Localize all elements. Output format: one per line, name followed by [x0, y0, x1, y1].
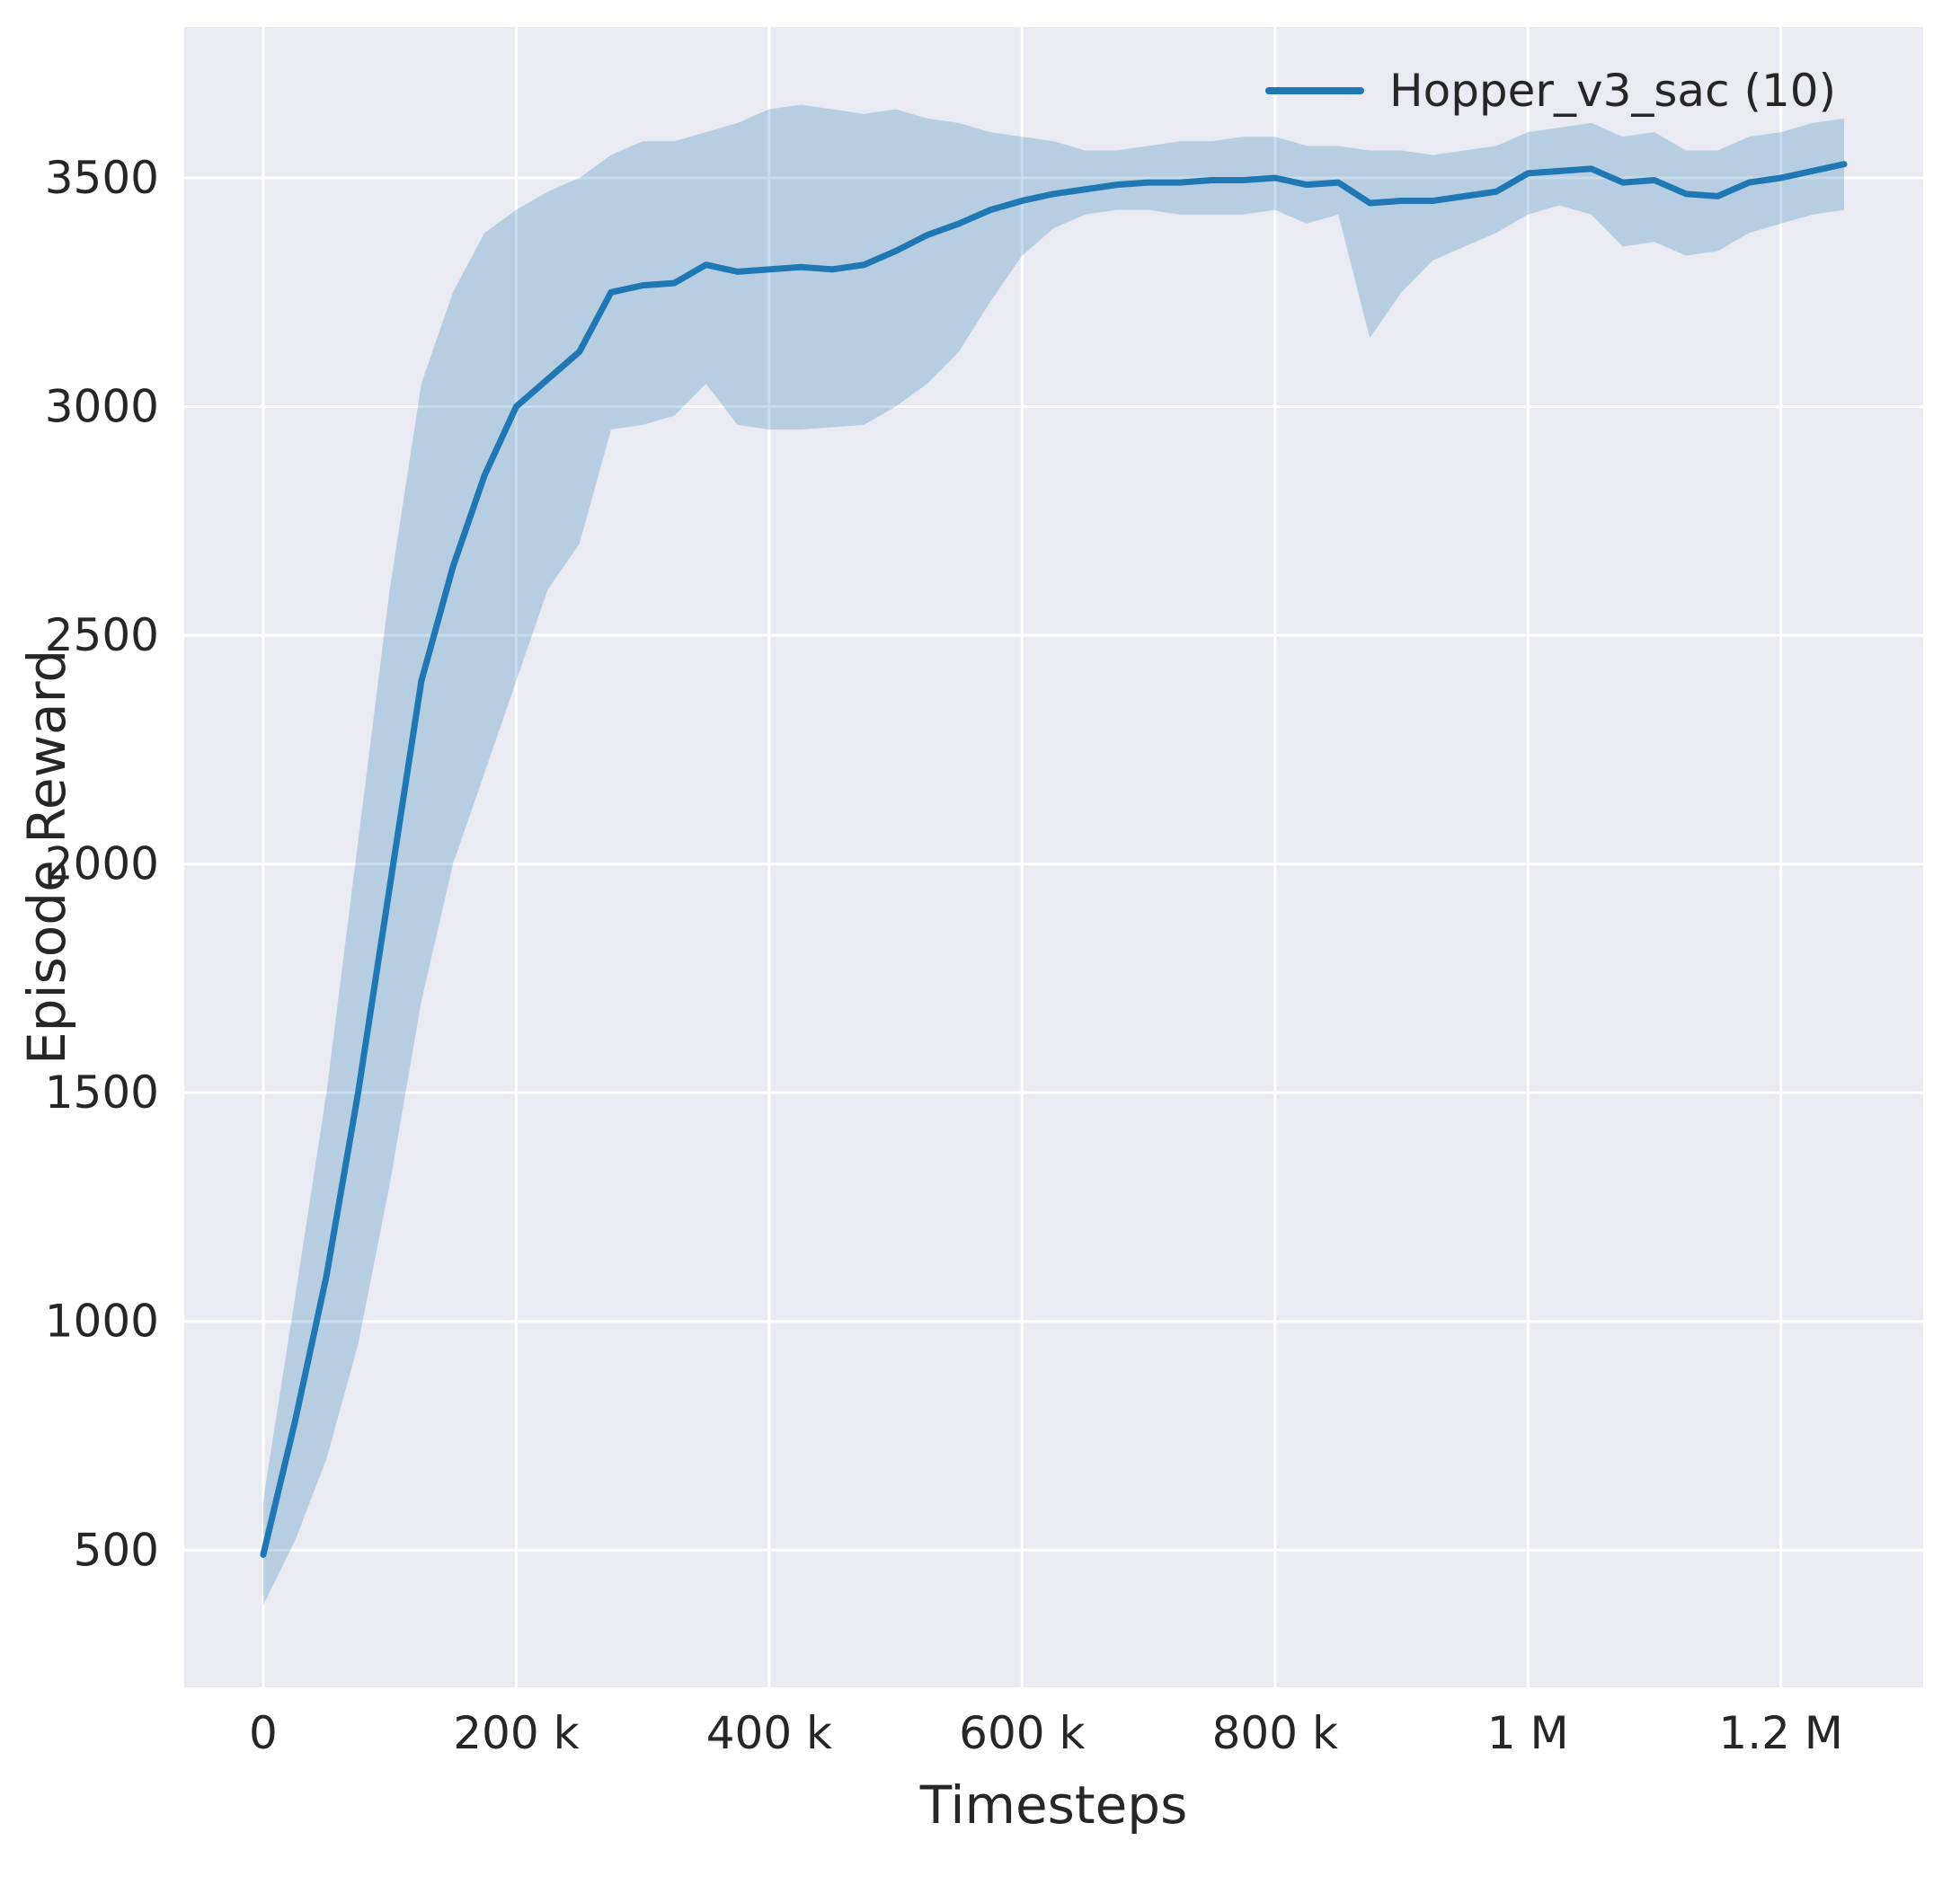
legend: Hopper_v3_sac (10) — [1265, 65, 1836, 117]
y-tick-label: 3000 — [45, 381, 159, 433]
x-tick-label: 200 k — [453, 1707, 579, 1759]
y-tick-label: 500 — [74, 1524, 159, 1576]
legend-label: Hopper_v3_sac (10) — [1389, 65, 1837, 117]
x-axis-label: Timesteps — [919, 1774, 1188, 1836]
y-tick-label: 1500 — [45, 1066, 159, 1119]
x-tick-label: 800 k — [1212, 1707, 1338, 1759]
confidence-band — [262, 104, 1845, 1606]
mean-line — [260, 161, 1848, 1558]
x-tick-label: 400 k — [706, 1707, 832, 1759]
x-tick-label: 600 k — [959, 1707, 1085, 1759]
x-tick-label: 1 M — [1487, 1707, 1569, 1759]
y-tick-label: 2000 — [45, 838, 159, 890]
y-tick-label: 2500 — [45, 609, 159, 661]
x-tick-label: 1.2 M — [1718, 1707, 1843, 1759]
legend-line-swatch — [1265, 87, 1364, 94]
plot-area — [184, 27, 1923, 1687]
y-tick-label: 3500 — [45, 152, 159, 204]
x-tick-label: 0 — [249, 1707, 278, 1759]
y-axis-label: Episode Reward — [16, 649, 77, 1066]
y-tick-label: 1000 — [45, 1296, 159, 1348]
